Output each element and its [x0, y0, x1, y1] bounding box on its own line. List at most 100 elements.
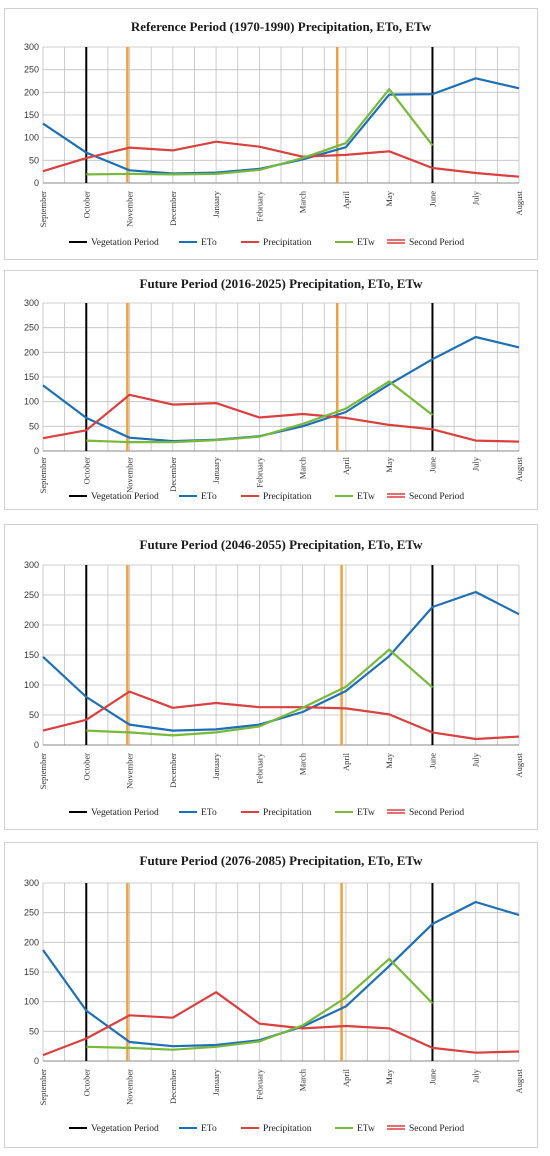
x-tick-label: October	[81, 191, 91, 219]
x-tick-label: June	[427, 457, 437, 473]
x-tick-label: December	[168, 753, 178, 788]
x-tick-label: June	[427, 753, 437, 769]
legend-label: ETw	[357, 492, 375, 502]
y-tick-label: 0	[34, 1056, 39, 1066]
y-tick-label: 100	[24, 397, 39, 407]
x-tick-label: July	[471, 1068, 481, 1083]
series-line-eto	[42, 590, 520, 732]
y-tick-label: 200	[24, 620, 39, 630]
legend-label: Second Period	[409, 808, 464, 818]
chart-title: Reference Period (1970-1990) Precipitati…	[131, 19, 432, 34]
legend-label: Vegetation Period	[91, 492, 159, 502]
chart-panel-future-2076: Future Period (2076-2085) Precipitation,…	[4, 842, 538, 1148]
legend-item-precipitation: Precipitation	[241, 808, 312, 818]
y-tick-label: 250	[24, 65, 39, 75]
legend-item-second: Second Period	[387, 808, 464, 818]
x-tick-label: November	[125, 457, 135, 493]
x-tick-label: November	[125, 191, 135, 227]
y-tick-label: 200	[24, 87, 39, 97]
x-tick-label: March	[298, 456, 308, 479]
x-tick-label: March	[298, 190, 308, 213]
y-tick-label: 100	[24, 133, 39, 143]
series-line-etw	[86, 957, 434, 1051]
x-tick-label: September	[38, 753, 48, 790]
x-tick-label: September	[38, 1069, 48, 1106]
legend-item-precipitation: Precipitation	[241, 492, 312, 502]
x-tick-label: April	[341, 752, 351, 771]
y-tick-label: 250	[24, 590, 39, 600]
x-tick-label: August	[514, 1068, 524, 1093]
x-tick-label: February	[254, 1068, 264, 1099]
x-tick-label: December	[168, 191, 178, 226]
legend-label: ETo	[201, 808, 217, 818]
x-tick-label: December	[168, 457, 178, 492]
legend-item-vegetation: Vegetation Period	[69, 1124, 159, 1134]
x-tick-label: August	[514, 190, 524, 215]
x-tick-label: October	[81, 1069, 91, 1097]
chart-title: Future Period (2076-2085) Precipitation,…	[140, 853, 424, 868]
x-tick-label: May	[384, 752, 394, 768]
x-tick-label: May	[384, 190, 394, 206]
x-tick-label: October	[81, 753, 91, 781]
chart-svg-reference: Reference Period (1970-1990) Precipitati…	[24, 19, 524, 248]
chart-panel-reference: Reference Period (1970-1990) Precipitati…	[4, 8, 538, 260]
legend-item-second: Second Period	[387, 238, 464, 248]
legend-label: ETw	[357, 808, 375, 818]
legend-label: ETo	[201, 492, 217, 502]
x-tick-label: June	[427, 191, 437, 207]
x-tick-label: February	[254, 190, 264, 221]
legend-label: ETo	[201, 1124, 217, 1134]
y-tick-label: 0	[34, 178, 39, 188]
x-tick-label: July	[471, 752, 481, 767]
x-tick-label: January	[211, 752, 221, 779]
y-tick-label: 150	[24, 110, 39, 120]
y-tick-label: 150	[24, 650, 39, 660]
chart-panel-future-2046: Future Period (2046-2055) Precipitation,…	[4, 524, 538, 830]
legend-item-eto: ETo	[179, 492, 217, 502]
y-tick-label: 200	[24, 347, 39, 357]
series-line-precipitation	[42, 991, 520, 1057]
legend-item-etw: ETw	[335, 238, 375, 248]
x-tick-label: February	[254, 752, 264, 783]
x-tick-label: November	[125, 753, 135, 789]
legend-label: Second Period	[409, 238, 464, 248]
legend-item-etw: ETw	[335, 808, 375, 818]
legend-label: Second Period	[409, 1124, 464, 1134]
y-tick-label: 200	[24, 937, 39, 947]
x-tick-label: April	[341, 456, 351, 475]
legend-item-second: Second Period	[387, 492, 464, 502]
chart-svg-future-2016: Future Period (2016-2025) Precipitation,…	[24, 276, 524, 502]
x-tick-label: October	[81, 457, 91, 485]
legend-item-vegetation: Vegetation Period	[69, 808, 159, 818]
legend-item-etw: ETw	[335, 492, 375, 502]
y-tick-label: 300	[24, 298, 39, 308]
chart-panel-future-2016: Future Period (2016-2025) Precipitation,…	[4, 270, 538, 510]
y-tick-label: 250	[24, 908, 39, 918]
legend-label: Vegetation Period	[91, 808, 159, 818]
legend-label: ETo	[201, 238, 217, 248]
legend-item-precipitation: Precipitation	[241, 1124, 312, 1134]
x-tick-label: May	[384, 1068, 394, 1084]
x-tick-label: May	[384, 456, 394, 472]
y-tick-label: 300	[24, 560, 39, 570]
series-line-precipitation	[42, 393, 520, 443]
legend-item-precipitation: Precipitation	[241, 238, 312, 248]
y-tick-label: 300	[24, 42, 39, 52]
x-tick-label: January	[211, 1068, 221, 1095]
legend-item-second: Second Period	[387, 1124, 464, 1134]
chart-title: Future Period (2046-2055) Precipitation,…	[140, 537, 424, 552]
y-tick-label: 300	[24, 878, 39, 888]
legend-label: Precipitation	[263, 1124, 312, 1134]
y-tick-label: 150	[24, 967, 39, 977]
series-line-etw	[86, 380, 434, 444]
x-tick-label: February	[254, 456, 264, 487]
legend-item-eto: ETo	[179, 238, 217, 248]
y-tick-label: 100	[24, 680, 39, 690]
x-tick-label: August	[514, 752, 524, 777]
y-tick-label: 100	[24, 997, 39, 1007]
x-tick-label: November	[125, 1069, 135, 1105]
x-tick-label: December	[168, 1069, 178, 1104]
y-tick-label: 0	[34, 740, 39, 750]
y-tick-label: 50	[29, 155, 39, 165]
x-tick-label: January	[211, 456, 221, 483]
